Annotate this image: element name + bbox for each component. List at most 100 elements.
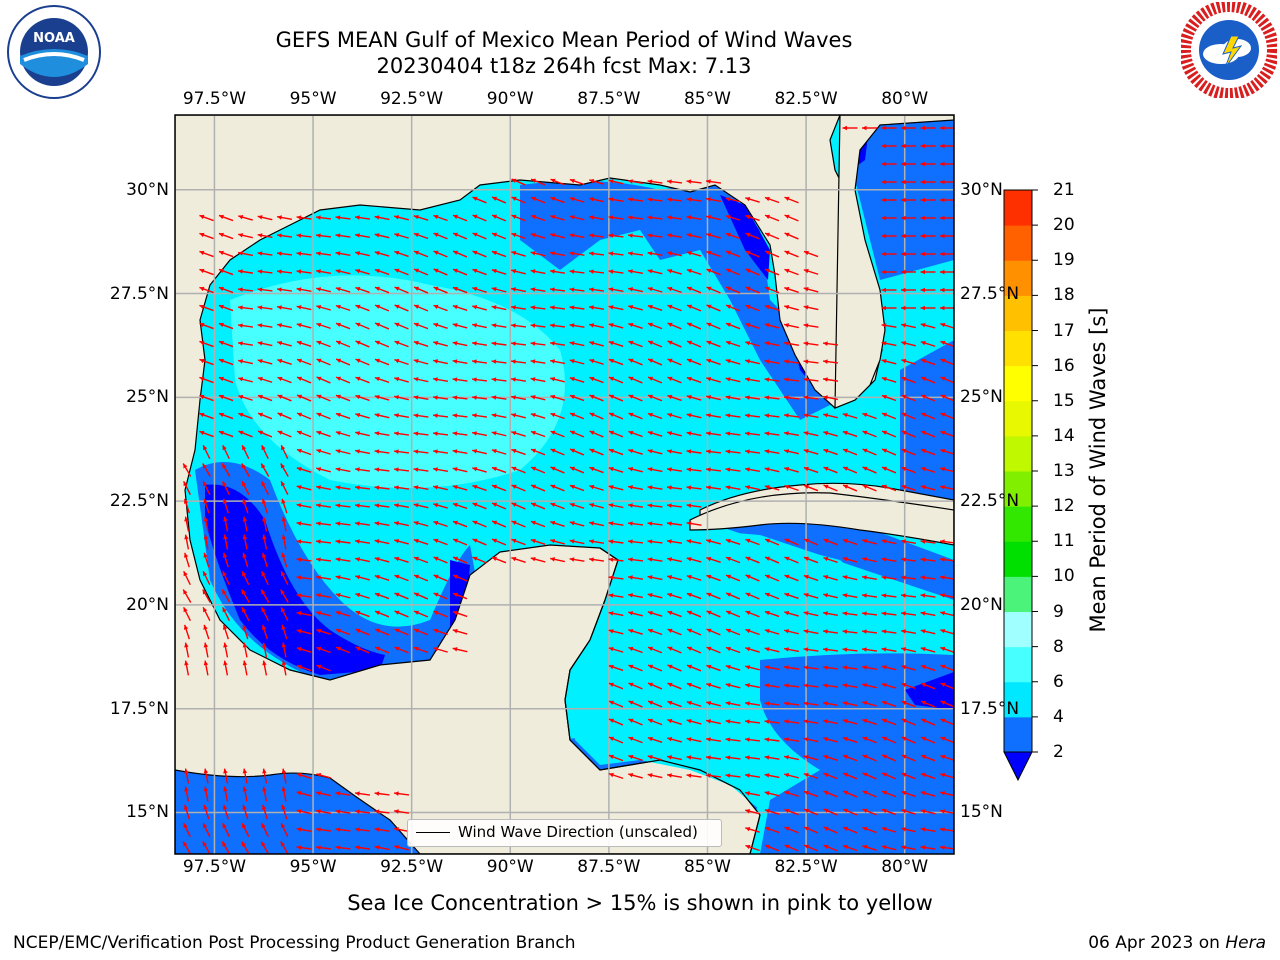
wind-arrow — [374, 646, 390, 654]
wind-arrow — [280, 841, 289, 854]
wind-arrow — [608, 557, 624, 562]
wind-arrow — [784, 286, 799, 293]
wind-arrow — [530, 520, 546, 528]
wind-arrow — [842, 484, 858, 492]
wind-arrow — [218, 214, 234, 222]
wind-arrow — [764, 610, 780, 618]
wind-arrow — [940, 412, 954, 420]
colorbar-segment — [1004, 611, 1032, 648]
wind-arrow — [706, 232, 721, 239]
wind-arrow — [394, 610, 409, 618]
wind-arrow — [940, 593, 954, 598]
wind-arrow — [784, 196, 799, 204]
wind-arrow — [764, 719, 780, 724]
wind-arrow — [491, 448, 507, 455]
wind-arrow — [242, 768, 248, 784]
wind-arrow — [393, 413, 410, 419]
wind-arrow — [472, 556, 487, 564]
wind-arrow — [241, 463, 250, 477]
wind-arrow — [705, 467, 722, 472]
wind-arrow — [725, 737, 741, 742]
wind-arrow — [842, 701, 858, 707]
wind-arrow — [823, 484, 838, 492]
wind-arrow — [920, 269, 936, 275]
wind-arrow — [354, 467, 371, 472]
wind-arrow — [627, 521, 644, 526]
wind-arrow — [238, 251, 253, 257]
wind-arrow — [589, 394, 604, 402]
wind-arrow — [842, 844, 858, 852]
wind-arrow — [920, 125, 936, 131]
wind-arrow — [667, 682, 682, 690]
wind-arrow — [920, 718, 936, 726]
wind-arrow — [569, 251, 585, 256]
wind-arrow — [745, 646, 760, 653]
wind-arrow — [803, 413, 819, 419]
wind-arrow — [666, 485, 683, 490]
wind-arrow — [277, 412, 292, 420]
wind-arrow — [940, 485, 954, 491]
wind-arrow — [257, 287, 273, 292]
colorbar-tick-label: 9 — [1053, 601, 1064, 622]
lon-tick-label-bottom: 87.5°W — [577, 857, 641, 877]
wind-arrow — [550, 557, 565, 563]
wind-arrow — [588, 557, 605, 562]
yucatan-coast — [564, 547, 761, 854]
wind-arrow — [725, 214, 741, 221]
wind-arrow — [222, 822, 230, 838]
wind-arrow — [413, 214, 429, 221]
legend-label: Wind Wave Direction (unscaled) — [458, 823, 698, 841]
wind-arrow — [725, 197, 741, 203]
wind-arrow — [823, 413, 838, 419]
wind-arrow — [202, 841, 211, 854]
chart-subtitle: 20230404 t18z 264h fcst Max: 7.13 — [376, 54, 752, 78]
wind-arrow — [920, 305, 936, 311]
wind-arrow — [280, 589, 289, 603]
wind-arrow — [511, 484, 526, 492]
wind-arrow — [413, 359, 429, 365]
wind-arrow — [705, 413, 722, 419]
wind-arrow — [549, 287, 566, 292]
wind-arrow — [881, 287, 897, 293]
lon-tick-label-bottom: 92.5°W — [380, 857, 444, 877]
wind-arrow — [920, 682, 936, 690]
wind-arrow — [471, 395, 488, 400]
wind-arrow — [745, 844, 760, 852]
wind-arrow — [316, 485, 331, 491]
wind-arrow — [920, 412, 936, 420]
wind-arrow — [686, 449, 702, 454]
wind-arrow — [686, 610, 702, 618]
wind-arrow — [627, 215, 644, 220]
wind-arrow — [706, 268, 721, 276]
wind-arrow — [530, 178, 546, 186]
wind-arrow — [706, 358, 721, 366]
wind-arrow — [413, 304, 429, 312]
wind-arrow — [394, 628, 409, 636]
wind-arrow — [296, 233, 312, 238]
wind-arrow — [667, 628, 682, 636]
wind-arrow — [940, 233, 954, 239]
wind-arrow — [296, 593, 312, 598]
wind-arrow — [842, 754, 858, 762]
colorbar-segment — [1004, 295, 1032, 331]
wind-arrow — [472, 286, 487, 293]
wind-arrow — [335, 593, 351, 599]
wind-arrow — [491, 359, 507, 364]
wind-arrow — [686, 233, 702, 239]
wind-arrow — [511, 287, 526, 293]
wind-arrow — [823, 538, 838, 546]
wind-arrow — [472, 538, 487, 546]
wind-arrow — [627, 557, 644, 562]
wind-arrow — [433, 250, 448, 258]
wind-arrow — [745, 592, 760, 600]
wind-arrow — [223, 642, 229, 658]
wind-arrow — [706, 719, 721, 725]
wind-arrow — [881, 484, 897, 492]
wind-arrow — [511, 430, 526, 437]
wind-arrow — [471, 359, 488, 364]
wind-arrow — [939, 539, 954, 544]
wind-arrow — [433, 574, 448, 582]
wind-arrow — [842, 593, 858, 599]
wind-arrow — [296, 323, 312, 329]
wind-arrow — [238, 377, 253, 383]
